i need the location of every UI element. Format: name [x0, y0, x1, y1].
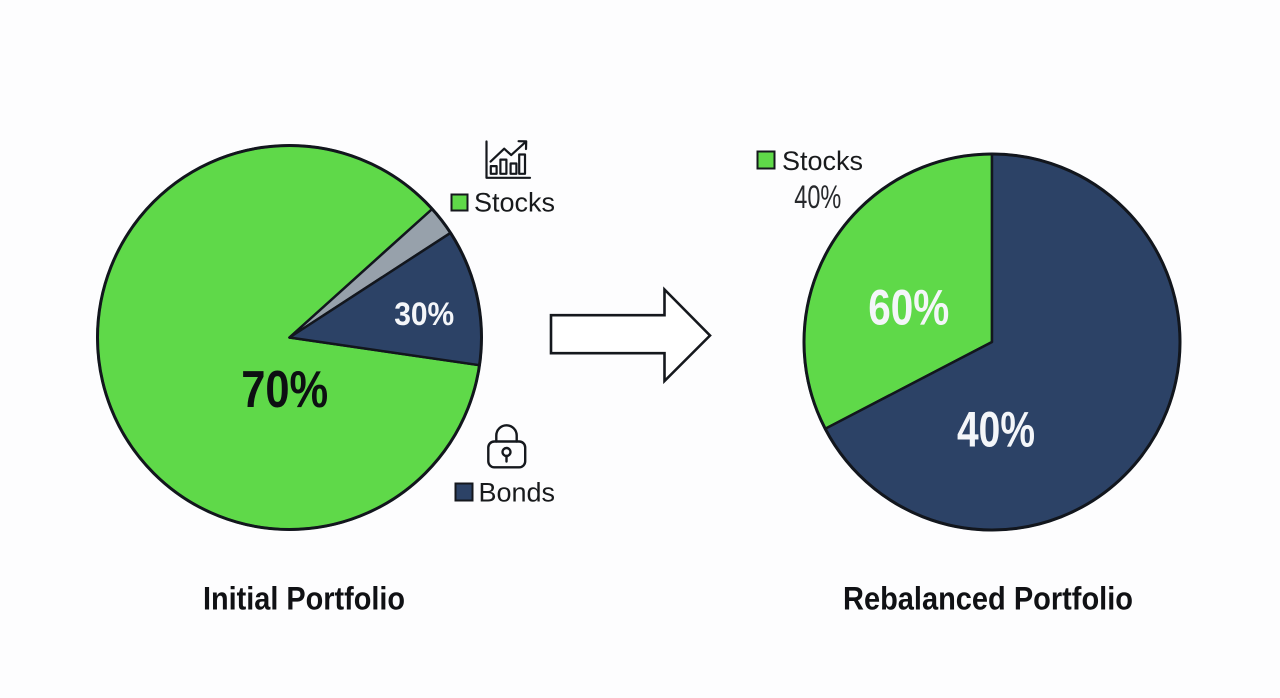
svg-text:60%: 60%	[868, 280, 949, 336]
svg-text:30%: 30%	[394, 296, 454, 332]
svg-text:Stocks: Stocks	[474, 188, 555, 218]
svg-text:Stocks: Stocks	[782, 146, 863, 176]
svg-text:Initial Portfolio: Initial Portfolio	[203, 581, 405, 617]
svg-text:Rebalanced Portfolio: Rebalanced Portfolio	[843, 581, 1133, 617]
svg-text:40%: 40%	[957, 402, 1035, 458]
svg-text:70%: 70%	[241, 361, 328, 419]
svg-text:40%: 40%	[794, 179, 841, 215]
svg-text:Bonds: Bonds	[479, 478, 556, 508]
